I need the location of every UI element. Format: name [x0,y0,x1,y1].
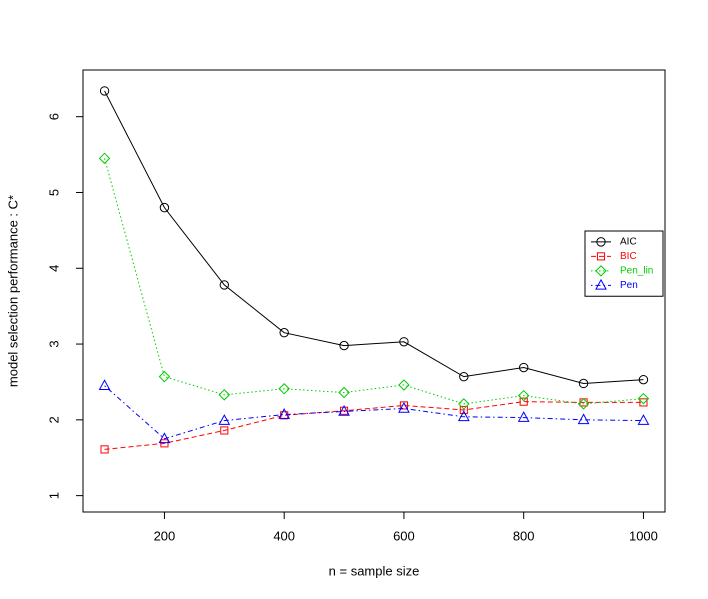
data-point [159,202,170,213]
data-point [519,397,528,406]
data-point [458,398,470,410]
data-point [160,439,169,448]
data-point [98,379,111,391]
x-axis-label: n = sample size [329,563,420,578]
data-point [98,152,111,165]
data-point [279,327,289,338]
data-point [517,411,530,422]
data-point [637,392,650,405]
data-point [459,371,469,382]
data-point [398,401,410,413]
series-line [104,90,644,384]
legend-label: Pen [620,280,638,291]
data-point [218,389,231,401]
legend-marker [595,278,607,290]
data-point [278,383,290,395]
x-tick-label: 1000 [629,528,658,543]
data-point [578,378,589,389]
y-tick-label: 3 [46,340,61,347]
series-line [104,158,644,405]
data-point [457,410,470,422]
data-point [99,86,110,96]
data-point [339,340,349,351]
data-point [218,414,231,425]
data-point [639,398,648,407]
data-point [459,405,468,415]
legend-marker [595,265,607,277]
y-tick-label: 1 [46,492,61,499]
data-point [399,337,409,347]
data-point [278,408,291,419]
data-point [158,370,171,383]
y-tick-label: 6 [46,113,61,120]
data-point [220,426,229,435]
data-point [518,362,529,373]
x-tick-label: 200 [154,528,176,543]
data-point [638,374,649,385]
plot-frame [82,69,666,513]
data-point [399,401,409,410]
y-tick-label: 5 [46,189,61,196]
y-axis-label: model selection performance : C* [5,195,20,387]
series-line [104,385,644,440]
x-tick-label: 400 [273,528,295,543]
legend-label: AIC [620,237,637,248]
x-tick-label: 800 [513,528,535,543]
data-point [338,404,350,416]
legend-label: Pen_lin [620,266,653,277]
y-tick-label: 2 [46,416,61,423]
data-point [100,445,109,454]
data-point [577,413,590,425]
x-tick-label: 600 [393,528,415,543]
data-point [577,398,590,410]
series-line [104,401,644,450]
data-point [517,389,530,402]
data-point [637,414,650,425]
data-point [338,386,350,399]
data-point [339,406,349,415]
data-point [158,432,171,444]
legend-marker [596,237,606,247]
data-point [398,379,410,391]
y-tick-label: 4 [46,265,61,272]
legend-marker [596,252,606,261]
legend-label: BIC [620,251,637,262]
data-point [219,280,230,290]
